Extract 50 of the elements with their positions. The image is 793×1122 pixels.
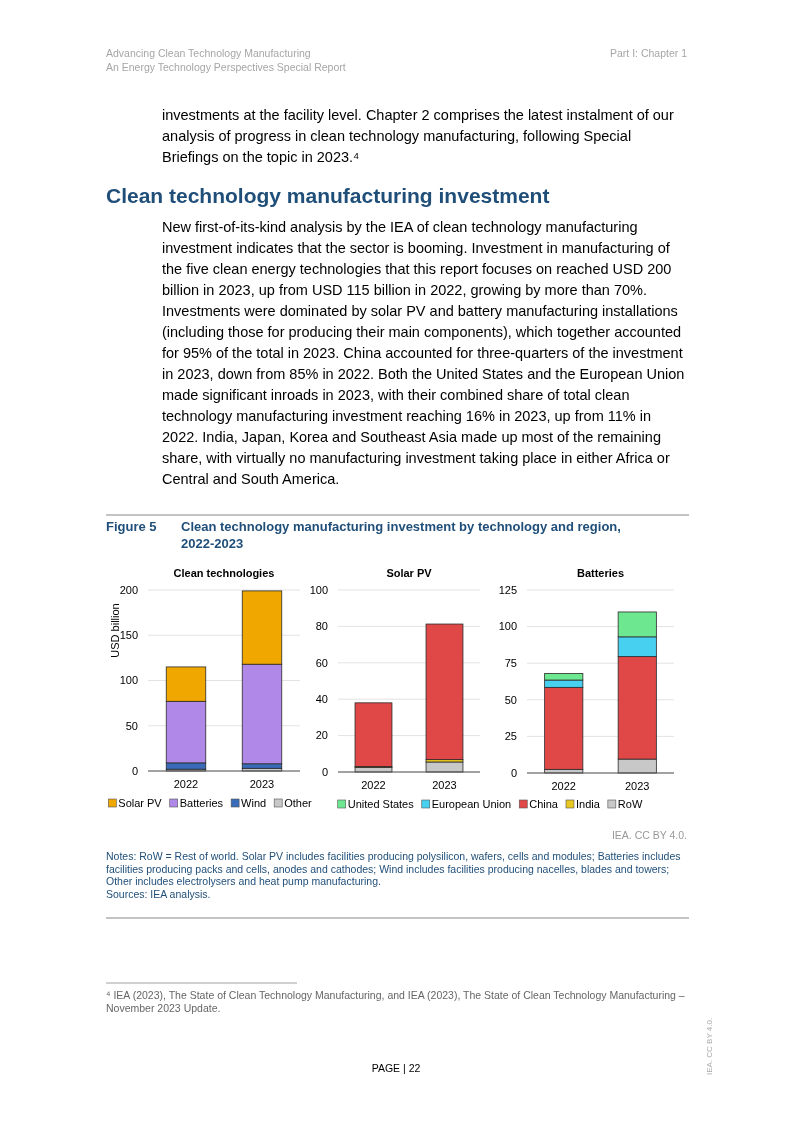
x-tick-label: 2022 — [173, 778, 199, 790]
y-tick-label: 25 — [504, 730, 517, 743]
legend-label: Solar PV — [118, 797, 163, 809]
x-tick-label: 2022 — [361, 779, 386, 791]
legend-label: United States — [347, 798, 415, 810]
y-tick-label: 125 — [498, 583, 517, 596]
legend-label: China — [529, 798, 559, 810]
y-tick-label: 60 — [315, 656, 328, 669]
x-tick-label: 2022 — [551, 780, 576, 792]
caption: Figure 5 — [106, 519, 157, 534]
y-tick-label: 75 — [504, 657, 517, 670]
text: New first-of-its-kind analysis by the IEA of clean technology manufacturing investment indicates that the sector is booming. Investment in manufacturing of the five clean energy technologies that this report focuses on reached USD 200 billion in 2023, up from USD 115 billion in 2022, growing by more than 70%. Investments were dominated by solar PV and battery manufacturing installations (including those for producing their main components), which together accounted for 95% of the total in 2023. China accounted for three-quarters of the investment in 2023, down from 85% in 2022. Both the United States and the European Union made significant inroads in 2023, with their combined share of total clean technology manufacturing investment reaching 16% in 2023, up from 11% in 2022. India, Japan, Korea and Southeast Asia made up most of the remaining share, with virtually no manufacturing investment taking place in either Africa or Central and South America. — [162, 219, 685, 487]
y-axis-title: USD billion — [109, 603, 121, 658]
y-tick-label: 100 — [309, 583, 328, 596]
text: An Energy Technology Perspectives Special Report — [106, 61, 346, 73]
y-tick-label: 20 — [315, 729, 328, 742]
legend-label: Other — [284, 797, 313, 809]
text: IEA. CC BY 4.0. — [611, 829, 687, 841]
text: Part I: Chapter 1 — [609, 47, 688, 59]
text: Clean technology manufacturing investment — [106, 184, 550, 207]
y-tick-label: 0 — [510, 766, 517, 779]
y-tick-label: 50 — [504, 693, 517, 706]
text: Advancing Clean Technology Manufacturing — [106, 47, 311, 59]
y-tick-label: 40 — [315, 693, 328, 706]
text: PAGE | 22 — [371, 1062, 421, 1074]
x-tick-label: 2023 — [625, 780, 650, 792]
legend-label: Batteries — [179, 797, 224, 809]
y-tick-label: 100 — [119, 674, 138, 687]
y-tick-label: 0 — [321, 765, 328, 778]
text: investments at the facility level. Chapter 2 comprises the latest instalment of our analysis of progress in clean technology manufacturing, following Special Briefings on the topic in 2023.⁴ — [162, 107, 674, 165]
chart-title: Batteries — [576, 567, 625, 579]
text: Notes: RoW = Rest of world. Solar PV includes facilities producing polysilicon, wafers, cells and modules; Batteries includes facilities producing packs and cells, anodes and cathodes; Wind includes facilities producing nacelles, blades and towers; Other includes electrolysers and heat pump manufacturing. — [106, 850, 681, 887]
y-tick-label: 80 — [315, 620, 328, 633]
text: IEA. CC BY 4.0. — [705, 1017, 714, 1075]
chart-title: Solar PV — [386, 567, 433, 579]
chart-title: Clean technologies — [173, 567, 275, 579]
y-tick-label: 100 — [498, 620, 517, 633]
text: Clean technology manufacturing investment by technology and region, 2022-2023 — [181, 519, 621, 551]
legend-label: RoW — [617, 798, 643, 810]
x-tick-label: 2023 — [249, 778, 275, 790]
y-tick-label: 200 — [119, 583, 138, 596]
y-tick-label: 150 — [119, 629, 138, 642]
source-note: Sources: IEA analysis. — [106, 888, 211, 900]
x-tick-label: 2023 — [432, 779, 457, 791]
y-tick-label: 50 — [125, 719, 138, 732]
y-tick-label: 0 — [131, 764, 138, 777]
legend-label: European Union — [431, 798, 512, 810]
legend-label: Wind — [241, 797, 267, 809]
text: ⁴ IEA (2023), The State of Clean Technology Manufacturing, and IEA (2023), The State of Clean Technology Manufacturing – November 2023 Update. — [106, 989, 685, 1014]
legend-label: India — [575, 798, 601, 810]
